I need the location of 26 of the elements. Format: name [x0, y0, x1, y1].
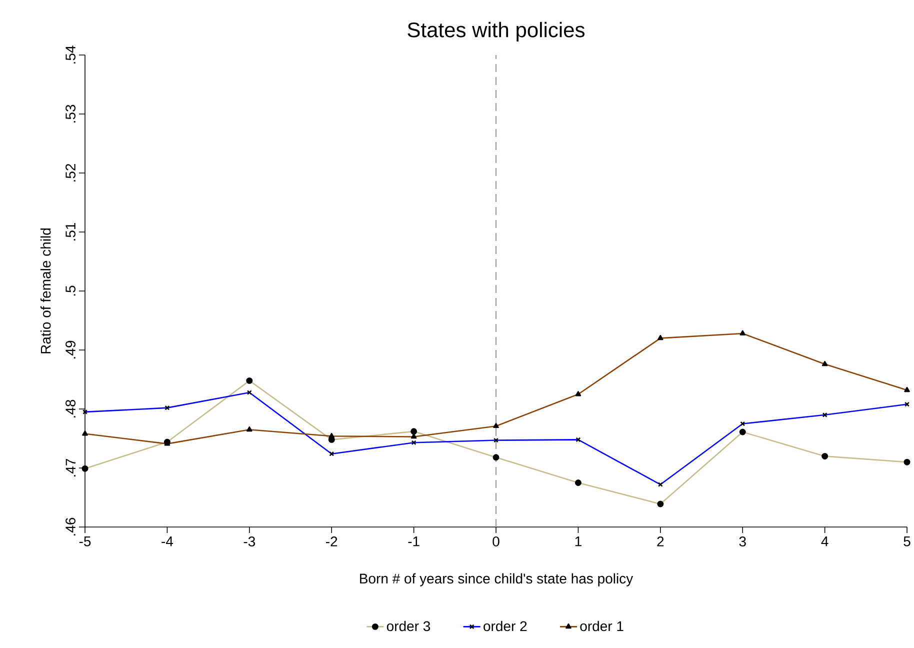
x-tick-label: 1: [575, 536, 582, 546]
y-tick-label: .5: [66, 286, 76, 296]
y-tick-label: .54: [66, 46, 76, 64]
y-tick-label: .51: [66, 222, 76, 240]
y-tick-label: .53: [66, 104, 76, 122]
x-tick-label: 2: [657, 536, 664, 546]
legend-label: order 1: [580, 620, 624, 632]
x-tick-label: -5: [79, 536, 91, 546]
chart-title: States with policies: [408, 22, 584, 42]
x-tick-label: -4: [162, 536, 174, 546]
x-tick-label: -2: [326, 536, 338, 546]
x-tick-label: 4: [821, 536, 828, 546]
legend-label: order 2: [484, 620, 527, 632]
x-tick-label: 3: [739, 536, 746, 546]
legend-label: order 3: [386, 620, 430, 632]
x-tick-label: -1: [408, 536, 420, 546]
x-tick-label: 5: [904, 536, 910, 546]
x-axis-title: Born # of years since child's state has policy: [360, 573, 634, 586]
y-tick-label: .46: [66, 518, 76, 536]
x-tick-label: -3: [244, 536, 256, 546]
y-tick-label: .49: [66, 340, 76, 358]
y-tick-label: .48: [66, 400, 76, 418]
x-tick-label: 0: [492, 536, 500, 546]
y-tick-label: .52: [66, 164, 76, 182]
y-tick-label: .47: [66, 458, 76, 476]
y-axis-title: Ratio of female child: [40, 228, 51, 354]
